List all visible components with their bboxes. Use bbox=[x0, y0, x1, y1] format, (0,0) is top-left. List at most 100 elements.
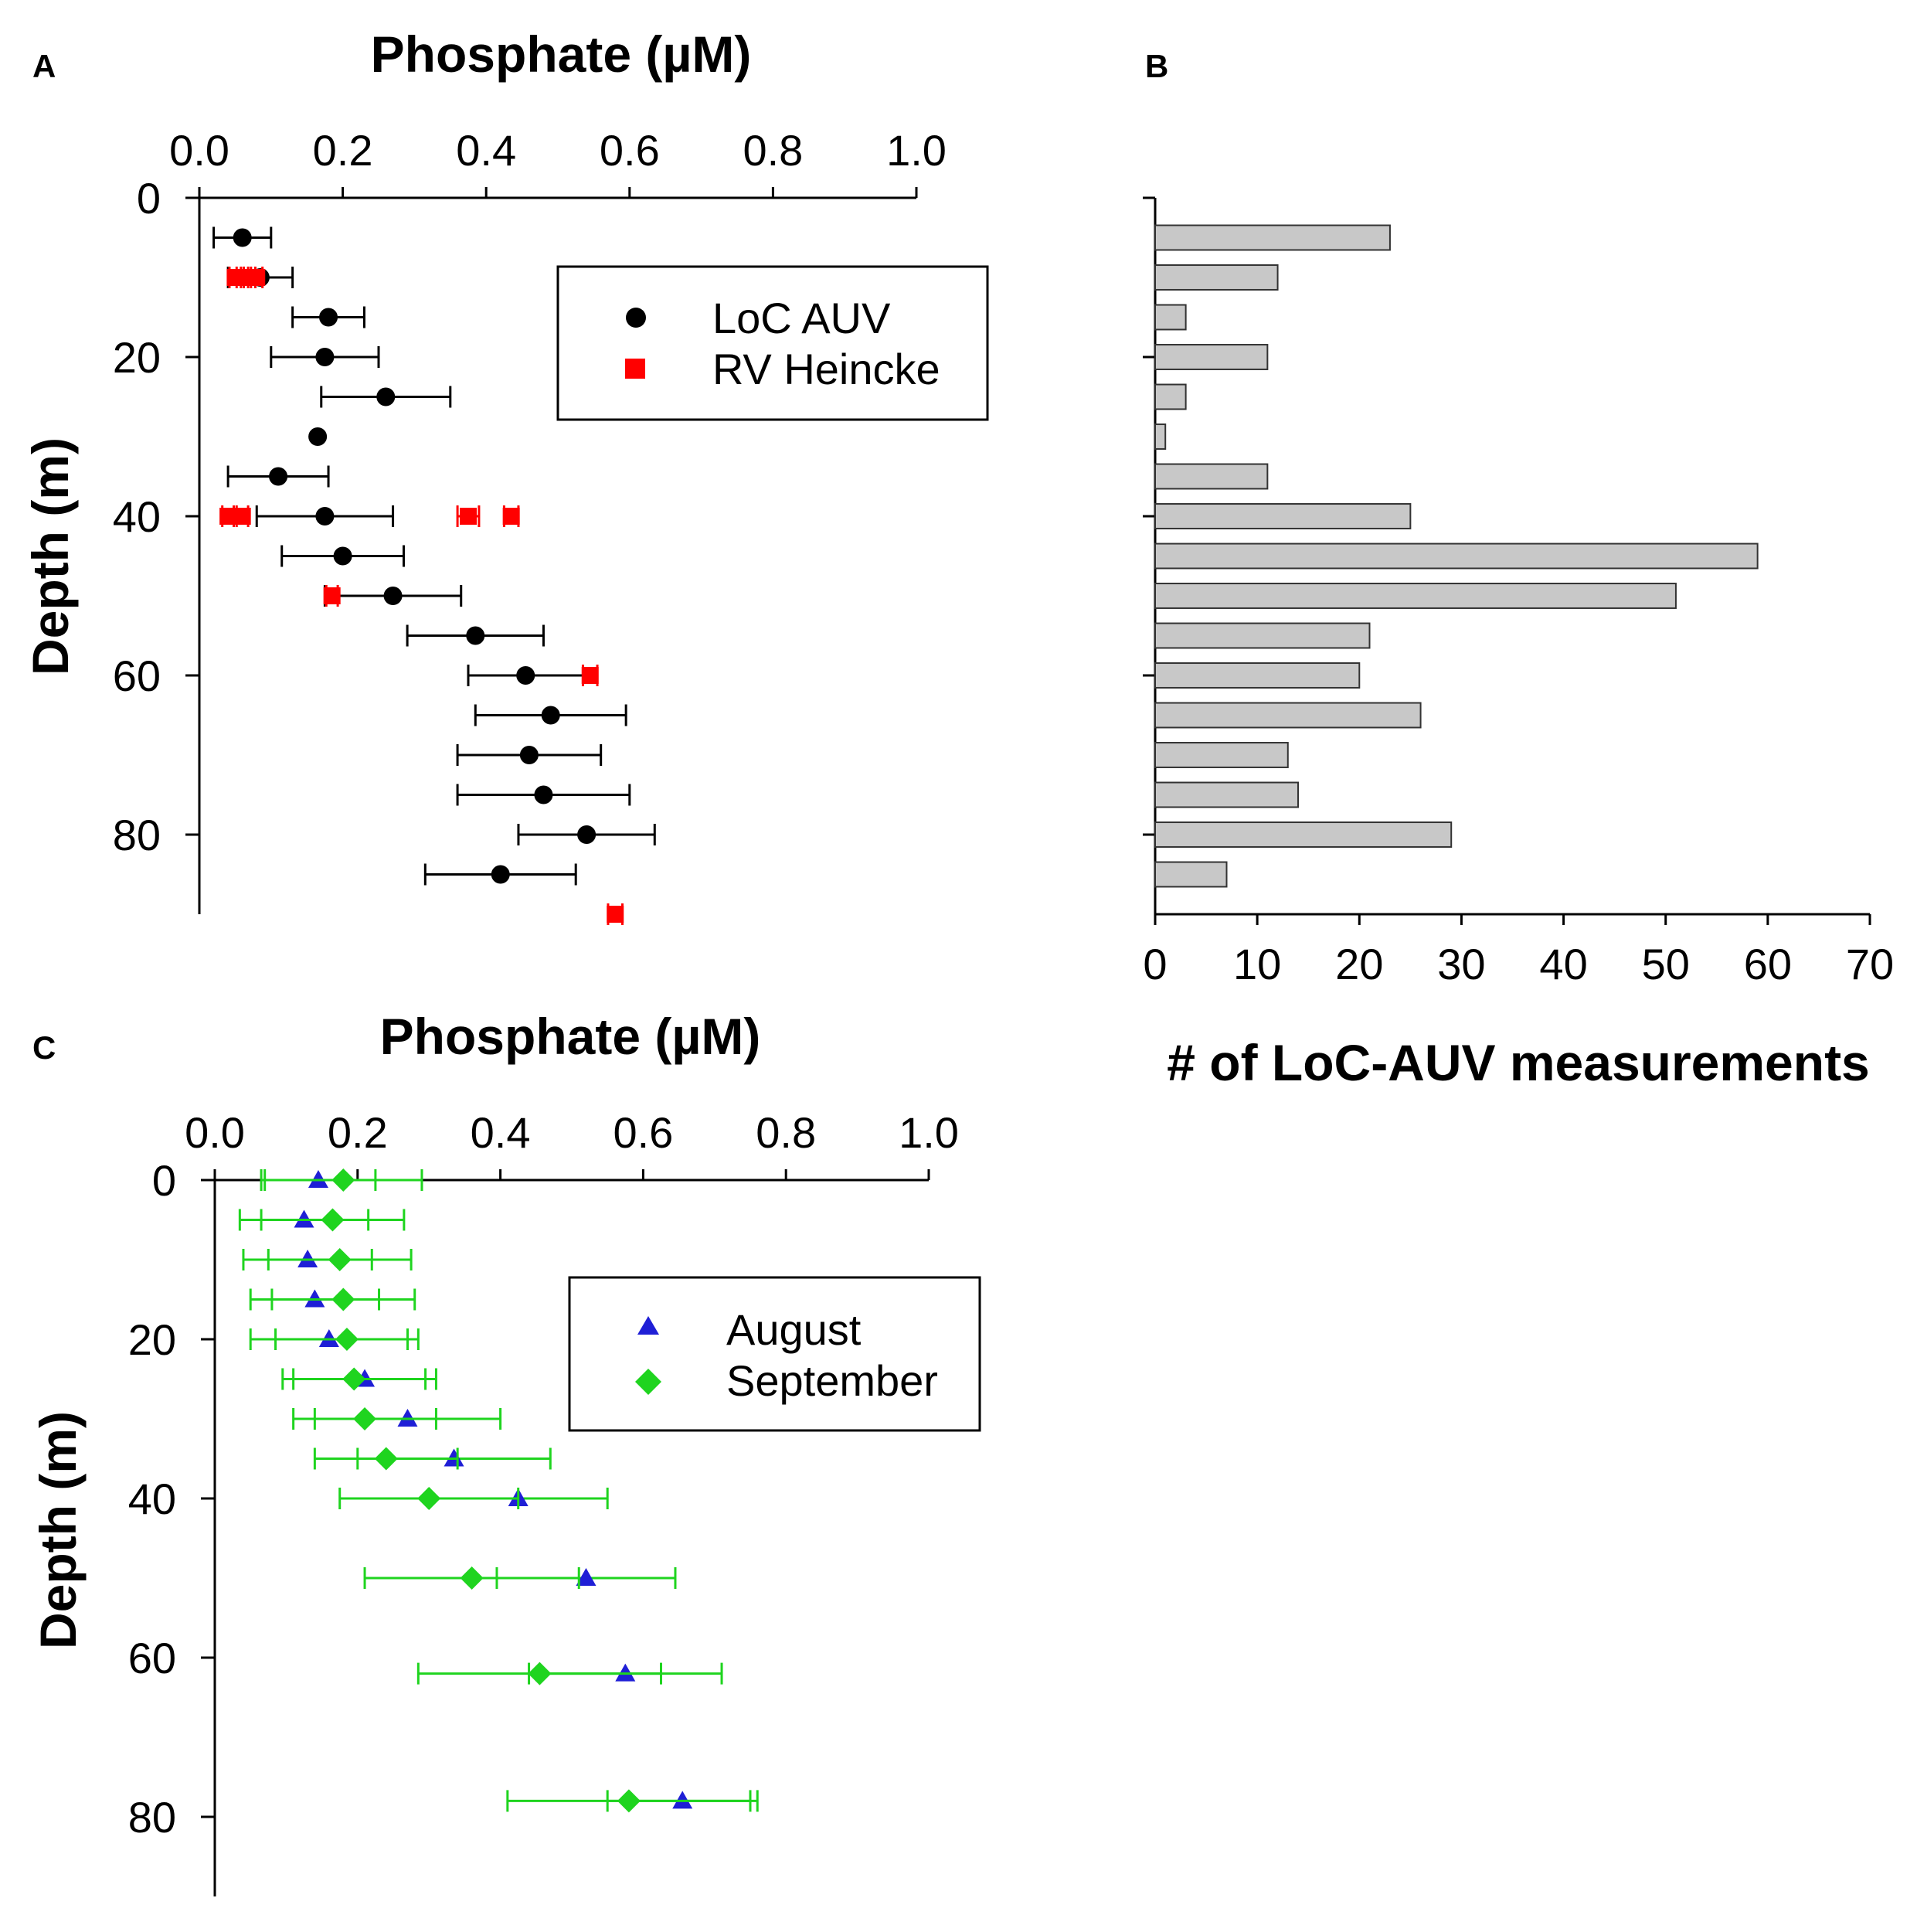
data-point-loc-auv bbox=[516, 666, 535, 685]
bar-depth-50 bbox=[1154, 583, 1677, 609]
data-point-september bbox=[331, 1287, 355, 1311]
panel-c-x-tick-label: 0.4 bbox=[471, 1108, 531, 1157]
panel-a-x-tick-label: 0.8 bbox=[743, 126, 803, 175]
data-point-loc-auv bbox=[315, 348, 335, 366]
bar-depth-30 bbox=[1154, 423, 1167, 450]
data-point-september bbox=[528, 1662, 552, 1685]
bar-depth-65 bbox=[1154, 702, 1422, 729]
legend-august-marker bbox=[637, 1316, 659, 1335]
data-point-loc-auv bbox=[319, 308, 338, 327]
panel-c-x-title: Phosphate (µM) bbox=[380, 1008, 761, 1065]
panel-a-y-tick-label: 0 bbox=[137, 174, 161, 223]
data-point-loc-auv bbox=[315, 507, 335, 526]
panel-c-marks bbox=[238, 1168, 759, 1813]
panel-b-x-title: # of LoC-AUV measurements bbox=[1167, 1034, 1870, 1091]
data-point-loc-auv bbox=[308, 427, 328, 446]
data-point-loc-auv bbox=[541, 706, 560, 725]
panel-c-y-tick-label: 0 bbox=[152, 1156, 176, 1205]
data-point-september bbox=[321, 1208, 345, 1232]
panel-letter-b: B bbox=[1145, 48, 1168, 84]
panel-c-axes: 0.0 0.2 0.4 0.6 0.8 1.0 0 20 40 60 80 bbox=[128, 1108, 959, 1896]
legend-loc-auv-marker bbox=[626, 308, 646, 328]
panel-a-marks bbox=[212, 226, 656, 925]
data-point-loc-auv bbox=[383, 587, 403, 605]
data-point-loc-auv bbox=[466, 626, 485, 645]
bar-depth-5 bbox=[1154, 224, 1391, 251]
bar-depth-40 bbox=[1154, 503, 1412, 529]
panel-a-y-title: Depth (m) bbox=[22, 437, 79, 675]
bar-depth-20 bbox=[1154, 344, 1269, 370]
bar-depth-80 bbox=[1154, 821, 1453, 848]
data-point-rv-heincke bbox=[460, 508, 477, 525]
bar-depth-55 bbox=[1154, 622, 1371, 649]
panel-c-y-tick-label: 40 bbox=[128, 1475, 176, 1523]
panel-b-x-tick-label: 70 bbox=[1846, 940, 1894, 988]
data-point-loc-auv bbox=[519, 746, 539, 764]
panel-a-y-tick-label: 40 bbox=[113, 492, 161, 541]
data-point-rv-heincke bbox=[502, 508, 520, 525]
data-point-september bbox=[417, 1487, 441, 1510]
panel-c-chart: Phosphate (µM) Depth (m) 0.0 0.2 0.4 0.6 0.8… bbox=[29, 1008, 981, 1896]
panel-a-axes: 0.0 0.2 0.4 0.6 0.8 1.0 0 20 40 60 80 bbox=[113, 126, 947, 914]
panel-c-x-tick-label: 0.0 bbox=[185, 1108, 245, 1157]
data-point-rv-heincke bbox=[233, 508, 251, 525]
data-point-rv-heincke bbox=[607, 906, 624, 923]
panel-a-y-tick-label: 60 bbox=[113, 651, 161, 700]
data-point-september bbox=[331, 1168, 355, 1192]
data-point-loc-auv bbox=[233, 228, 252, 247]
data-point-loc-auv bbox=[333, 546, 352, 566]
panel-letter-a: A bbox=[32, 48, 56, 84]
panel-b-x-tick-label: 50 bbox=[1642, 940, 1690, 988]
panel-c-legend: August September bbox=[568, 1276, 981, 1432]
data-point-september bbox=[617, 1789, 641, 1813]
panel-c-y-title: Depth (m) bbox=[29, 1411, 87, 1649]
data-point-loc-auv bbox=[577, 825, 597, 844]
bar-depth-10 bbox=[1154, 264, 1279, 291]
panel-b-x-tick-label: 10 bbox=[1233, 940, 1281, 988]
panel-a-chart: Phosphate (µM) Depth (m) 0.0 0.2 0.4 0.6 0.8… bbox=[22, 26, 989, 925]
data-point-loc-auv bbox=[534, 785, 553, 804]
panel-a-legend-box bbox=[556, 265, 989, 421]
data-point-september bbox=[342, 1367, 366, 1391]
panel-c-y-tick-label: 80 bbox=[128, 1793, 176, 1842]
panel-b-x-tick-label: 60 bbox=[1744, 940, 1792, 988]
data-point-september bbox=[353, 1407, 377, 1430]
bar-depth-45 bbox=[1154, 543, 1759, 570]
panel-c-y-tick-label: 60 bbox=[128, 1634, 176, 1682]
data-point-september bbox=[328, 1248, 352, 1271]
panel-c-x-tick-label: 0.2 bbox=[328, 1108, 388, 1157]
panel-c-y-tick-label: 20 bbox=[128, 1315, 176, 1364]
panel-a-x-tick-label: 0.6 bbox=[600, 126, 660, 175]
panel-b-x-tick-label: 40 bbox=[1539, 940, 1587, 988]
panel-letter-c: C bbox=[32, 1029, 56, 1066]
data-point-loc-auv bbox=[491, 865, 510, 884]
legend-september-label: September bbox=[726, 1356, 938, 1405]
bar-depth-15 bbox=[1154, 304, 1187, 331]
panel-a-x-tick-label: 0.0 bbox=[169, 126, 229, 175]
data-point-rv-heincke bbox=[219, 508, 237, 525]
legend-september-marker bbox=[635, 1369, 661, 1395]
data-point-rv-heincke bbox=[323, 587, 341, 604]
data-point-september bbox=[335, 1328, 359, 1351]
bar-depth-85 bbox=[1154, 861, 1228, 888]
panel-a-x-title: Phosphate (µM) bbox=[371, 26, 752, 83]
panel-b-x-tick-label: 20 bbox=[1335, 940, 1383, 988]
data-point-loc-auv bbox=[269, 467, 288, 486]
bar-depth-75 bbox=[1154, 781, 1299, 808]
data-point-august bbox=[576, 1568, 597, 1586]
legend-loc-auv-label: LoC AUV bbox=[712, 294, 891, 342]
panel-b-x-tick-label: 30 bbox=[1437, 940, 1485, 988]
legend-rv-heincke-label: RV Heincke bbox=[712, 345, 940, 393]
panel-b-x-tick-label: 0 bbox=[1143, 940, 1167, 988]
panel-a-x-tick-label: 1.0 bbox=[886, 126, 947, 175]
panel-a-x-tick-label: 0.2 bbox=[313, 126, 373, 175]
data-point-rv-heincke bbox=[581, 667, 599, 684]
bar-depth-35 bbox=[1154, 463, 1269, 490]
legend-august-label: August bbox=[726, 1305, 862, 1354]
data-point-rv-heincke bbox=[248, 269, 266, 286]
panel-c-legend-box bbox=[568, 1276, 981, 1432]
bar-depth-70 bbox=[1154, 742, 1289, 768]
panel-b-chart: 0 10 20 30 40 50 60 70 # of LoC-AUV measurement… bbox=[1143, 196, 1894, 1091]
bar-depth-25 bbox=[1154, 383, 1187, 410]
